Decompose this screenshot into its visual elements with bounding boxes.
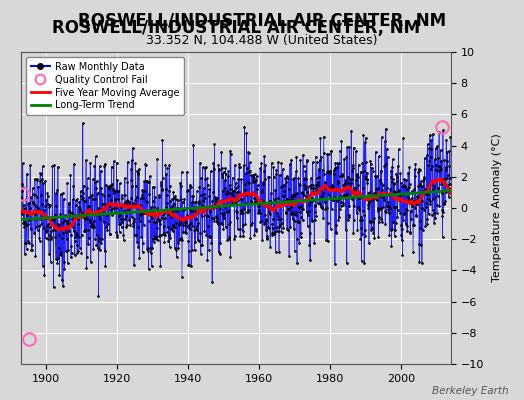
Text: ROSWELL/INDUSTRIAL AIR CENTER, NM: ROSWELL/INDUSTRIAL AIR CENTER, NM — [78, 12, 446, 30]
Title: ROSWELL/INDUSTRIAL AIR CENTER, NM: ROSWELL/INDUSTRIAL AIR CENTER, NM — [52, 18, 420, 36]
Legend: Raw Monthly Data, Quality Control Fail, Five Year Moving Average, Long-Term Tren: Raw Monthly Data, Quality Control Fail, … — [26, 57, 184, 115]
Text: Berkeley Earth: Berkeley Earth — [432, 386, 508, 396]
Text: 33.352 N, 104.488 W (United States): 33.352 N, 104.488 W (United States) — [146, 34, 378, 47]
Y-axis label: Temperature Anomaly (°C): Temperature Anomaly (°C) — [492, 134, 502, 282]
